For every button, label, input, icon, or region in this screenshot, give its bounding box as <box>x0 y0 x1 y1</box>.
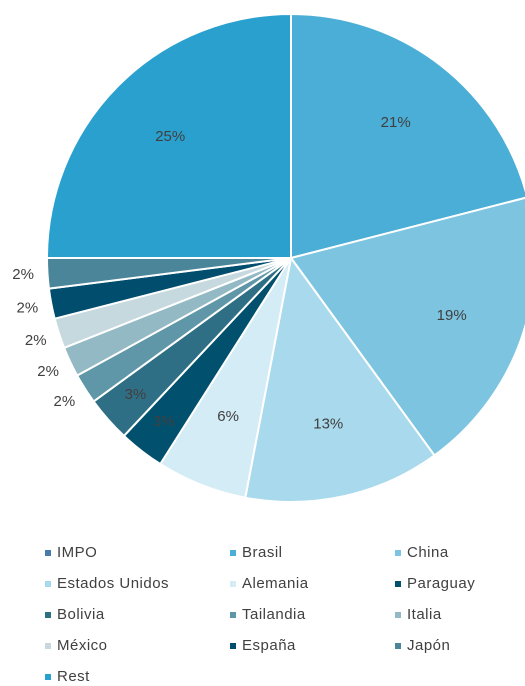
legend-swatch <box>395 643 401 649</box>
legend-swatch <box>45 550 51 556</box>
data-label: 3% <box>125 386 147 403</box>
legend-swatch <box>395 550 401 556</box>
legend-label: Rest <box>57 668 90 685</box>
legend-swatch <box>45 612 51 618</box>
legend-label: Italia <box>407 606 442 623</box>
legend-swatch <box>230 612 236 618</box>
legend-swatch <box>45 643 51 649</box>
pie-slice <box>290 12 525 260</box>
legend-label: Brasil <box>242 544 283 561</box>
legend-swatch <box>230 550 236 556</box>
data-label: 6% <box>217 408 239 425</box>
data-label: 2% <box>17 299 39 316</box>
legend-label: Japón <box>407 637 450 654</box>
legend-label: España <box>242 637 296 654</box>
legend-label: Tailandia <box>242 606 306 623</box>
legend-label: Alemania <box>242 575 309 592</box>
legend-label: Paraguay <box>407 575 475 592</box>
data-label: 13% <box>313 416 343 433</box>
legend-swatch <box>230 643 236 649</box>
pie-slice <box>289 196 525 457</box>
legend-label: China <box>407 544 449 561</box>
data-label: 2% <box>54 393 76 410</box>
legend-label: Estados Unidos <box>57 575 169 592</box>
pie-slice <box>244 255 436 503</box>
data-label: 19% <box>437 307 467 324</box>
legend-swatch <box>395 581 401 587</box>
legend-swatch <box>395 612 401 618</box>
data-label: 2% <box>37 363 59 380</box>
data-label: 2% <box>25 332 47 349</box>
legend-label: Bolivia <box>57 606 105 623</box>
pie-slice <box>45 12 292 259</box>
legend-swatch <box>230 581 236 587</box>
legend-label: IMPO <box>57 544 97 561</box>
data-label: 25% <box>155 128 185 145</box>
data-label: 3% <box>153 413 175 430</box>
legend-swatch <box>45 581 51 587</box>
legend-label: México <box>57 637 108 654</box>
legend-swatch <box>45 674 51 680</box>
data-label: 21% <box>381 114 411 131</box>
data-label: 2% <box>12 266 34 283</box>
